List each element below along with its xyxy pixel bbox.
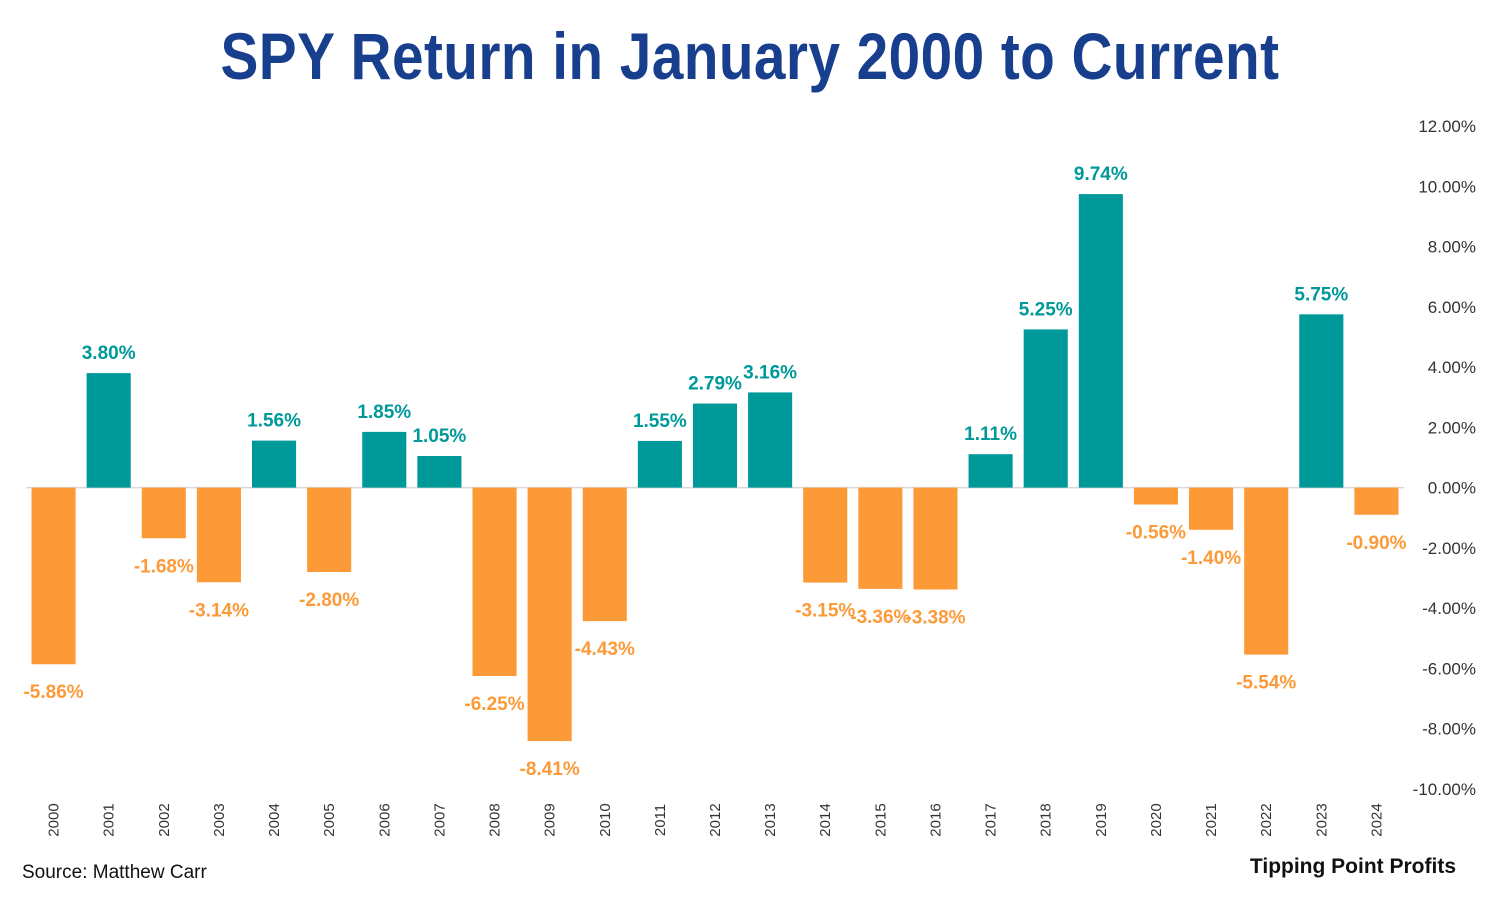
data-label-2022: -5.54% [1236, 673, 1296, 694]
data-label-2004: 1.56% [247, 411, 301, 432]
bar-2015 [858, 487, 903, 589]
data-label-2009: -8.41% [520, 759, 580, 780]
x-tick-label: 2020 [1148, 803, 1165, 836]
data-label-2006: 1.85% [357, 402, 411, 423]
bar-2002 [141, 487, 186, 539]
x-axis: 2000 2001 2002 2003 2004 2005 2006 2007 2008 2009… [46, 803, 1386, 836]
x-tick-label: 2010 [597, 803, 614, 836]
data-label-2007: 1.05% [412, 426, 466, 447]
bar-2007 [417, 455, 462, 488]
bars-group [31, 194, 1399, 742]
data-label-2019: 9.74% [1074, 164, 1128, 185]
x-tick-label: 2001 [101, 803, 118, 836]
y-tick-label: -2.00% [1422, 539, 1476, 558]
bar-2005 [307, 487, 352, 573]
bar-2001 [86, 373, 131, 488]
data-label-2002: -1.68% [134, 556, 194, 577]
bar-2014 [803, 487, 848, 583]
x-tick-label: 2015 [872, 803, 889, 836]
bar-2010 [582, 487, 627, 622]
data-label-2016: -3.38% [905, 607, 965, 628]
y-tick-label: 6.00% [1428, 298, 1476, 317]
data-label-2012: 2.79% [688, 374, 742, 395]
data-label-2003: -3.14% [189, 600, 249, 621]
bar-2000 [31, 487, 76, 665]
y-tick-label: -6.00% [1422, 659, 1476, 678]
data-label-2010: -4.43% [575, 639, 635, 660]
data-label-2011: 1.55% [633, 411, 687, 432]
bar-2013 [748, 392, 793, 488]
bar-2011 [637, 440, 682, 488]
bar-2019 [1078, 194, 1123, 488]
x-tick-label: 2013 [762, 803, 779, 836]
bar-2008 [472, 487, 517, 676]
bar-2020 [1133, 487, 1179, 505]
x-tick-label: 2011 [652, 804, 669, 836]
data-label-2005: -2.80% [299, 590, 359, 611]
x-tick-label: 2005 [321, 803, 338, 836]
data-label-2020: -0.56% [1126, 523, 1186, 544]
x-tick-label: 2019 [1093, 803, 1110, 836]
bar-2017 [968, 454, 1013, 488]
y-tick-label: 12.00% [1418, 117, 1476, 136]
y-tick-label: -10.00% [1413, 780, 1476, 799]
x-tick-label: 2023 [1313, 803, 1330, 836]
bar-2003 [196, 487, 241, 583]
x-tick-label: 2021 [1203, 803, 1220, 836]
y-tick-label: 0.00% [1428, 479, 1476, 498]
x-tick-label: 2022 [1258, 803, 1275, 836]
bar-2024 [1354, 487, 1399, 515]
x-tick-label: 2004 [266, 803, 283, 836]
data-label-2018: 5.25% [1019, 299, 1073, 320]
data-label-2008: -6.25% [464, 694, 524, 715]
data-label-2000: -5.86% [23, 682, 83, 703]
x-tick-label: 2024 [1368, 803, 1385, 836]
y-axis: 12.00% 10.00% 8.00% 6.00% 4.00% 2.00% 0.00% -2.… [1413, 117, 1476, 799]
y-tick-label: -4.00% [1422, 599, 1476, 618]
y-tick-label: 2.00% [1428, 418, 1476, 437]
x-tick-label: 2014 [817, 803, 834, 836]
data-label-2021: -1.40% [1181, 548, 1241, 569]
bar-2016 [913, 487, 958, 590]
x-tick-label: 2017 [983, 803, 1000, 836]
bar-2018 [1023, 329, 1068, 488]
brand-logo-text: Tipping Point Profits [1249, 855, 1456, 878]
data-labels-group: -5.86%3.80%-1.68%-3.14%1.56%-2.80%1.85%1… [23, 164, 1406, 780]
data-label-2023: 5.75% [1294, 284, 1348, 305]
chart-title: SPY Return in January 2000 to Current [220, 19, 1280, 93]
bar-2021 [1189, 487, 1234, 530]
data-label-2024: -0.90% [1346, 533, 1406, 554]
data-label-2017: 1.11% [964, 424, 1017, 445]
x-tick-label: 2009 [542, 803, 559, 836]
data-label-2014: -3.15% [795, 601, 855, 622]
data-label-2015: -3.36% [850, 607, 910, 628]
x-tick-label: 2006 [376, 803, 393, 836]
x-tick-label: 2008 [487, 803, 504, 836]
x-tick-label: 2016 [927, 803, 944, 836]
y-tick-label: 8.00% [1428, 238, 1476, 257]
x-tick-label: 2018 [1038, 803, 1055, 836]
y-tick-label: 4.00% [1428, 358, 1476, 377]
x-tick-label: 2007 [431, 803, 448, 836]
data-label-2013: 3.16% [743, 362, 797, 383]
x-tick-label: 2002 [156, 803, 173, 836]
bar-2023 [1299, 314, 1344, 488]
bar-2009 [527, 487, 572, 742]
y-tick-label: 10.00% [1418, 177, 1476, 196]
x-tick-label: 2000 [46, 803, 63, 836]
y-tick-label: -8.00% [1422, 720, 1476, 739]
source-note: Source: Matthew Carr [22, 862, 207, 883]
x-tick-label: 2003 [211, 803, 228, 836]
bar-2012 [692, 403, 738, 488]
data-label-2001: 3.80% [82, 343, 136, 364]
bar-2006 [362, 431, 407, 488]
x-tick-label: 2012 [707, 803, 724, 836]
bar-2022 [1244, 487, 1289, 655]
bar-2004 [251, 440, 297, 488]
